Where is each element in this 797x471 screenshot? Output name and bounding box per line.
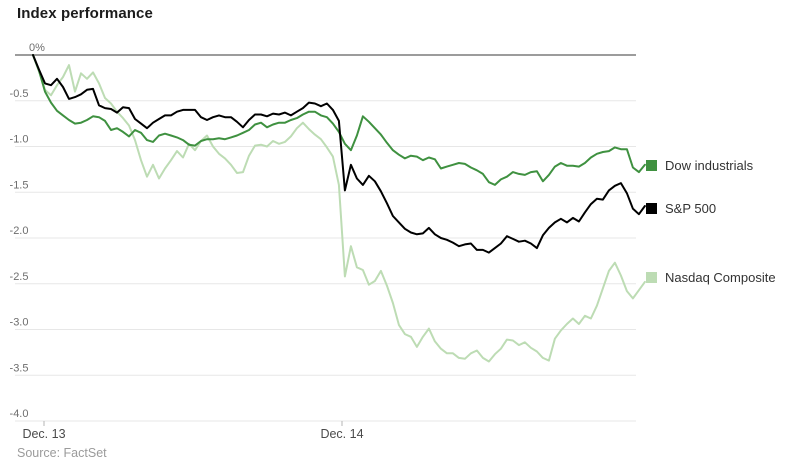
series-line-s-p-500 — [32, 54, 646, 254]
y-axis-tick-label: -3.0 — [10, 317, 29, 329]
legend-item-sp-500: S&P 500 — [646, 200, 716, 216]
y-axis-tick-label: -2.0 — [10, 225, 29, 237]
x-axis-tick-label: Dec. 14 — [320, 427, 363, 441]
legend-label: S&P 500 — [665, 200, 717, 216]
legend-label: Nasdaq Composite — [665, 269, 776, 285]
y-axis-tick-label: -2.5 — [10, 271, 29, 283]
legend-item-dow-industrials: Dow industrials — [646, 157, 753, 173]
legend-label: Dow industrials — [665, 157, 754, 173]
y-axis-tick-label: -1.5 — [10, 179, 29, 191]
sp-500-swatch-icon — [646, 202, 657, 214]
source-credit: Source: FactSet — [17, 446, 107, 460]
y-axis-tick-label: -3.5 — [10, 362, 29, 374]
x-axis-tick-label: Dec. 13 — [22, 427, 65, 441]
y-axis-tick-label: 0% — [29, 42, 45, 54]
dow-industrials-swatch-icon — [646, 159, 657, 171]
y-axis-tick-label: -1.0 — [10, 134, 29, 146]
legend-item-nasdaq-composite: Nasdaq Composite — [646, 269, 776, 285]
chart-title: Index performance — [17, 5, 153, 22]
y-axis-tick-label: -0.5 — [10, 88, 29, 100]
nasdaq-composite-swatch-icon — [646, 271, 657, 283]
y-axis-tick-label: -4.0 — [10, 408, 29, 420]
series-line-nasdaq-composite — [32, 54, 646, 363]
